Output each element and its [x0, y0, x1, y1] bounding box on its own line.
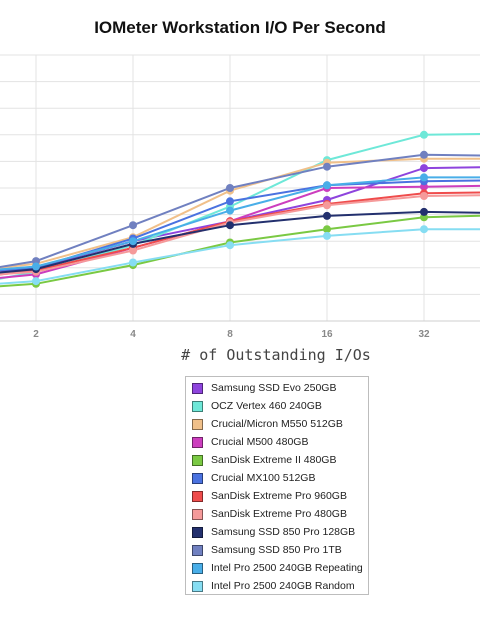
legend-label: OCZ Vertex 460 240GB: [211, 400, 322, 412]
data-point[interactable]: [420, 192, 428, 200]
legend-swatch: [192, 562, 203, 574]
legend-item[interactable]: Crucial M500 480GB: [192, 433, 368, 451]
legend-swatch: [192, 490, 203, 502]
data-point[interactable]: [226, 206, 234, 215]
legend-label: Samsung SSD 850 Pro 128GB: [211, 526, 356, 538]
legend-label: Intel Pro 2500 240GB Repeating: [211, 562, 363, 574]
data-point[interactable]: [323, 201, 331, 210]
x-tick-label: 32: [418, 329, 430, 340]
legend-swatch: [192, 580, 203, 592]
series-layer: [0, 130, 480, 288]
legend-label: SanDisk Extreme Pro 960GB: [211, 490, 347, 502]
legend-label: SanDisk Extreme II 480GB: [211, 454, 337, 466]
data-point[interactable]: [420, 173, 428, 182]
legend-item[interactable]: SanDisk Extreme II 480GB: [192, 451, 368, 469]
plot-area: 2 4 8 16 32: [0, 54, 480, 340]
data-point[interactable]: [129, 237, 137, 246]
data-point[interactable]: [420, 225, 428, 234]
legend-swatch: [192, 436, 203, 448]
legend-swatch: [192, 526, 203, 538]
data-point[interactable]: [226, 197, 234, 206]
series-11: [0, 225, 480, 286]
data-point[interactable]: [323, 231, 331, 240]
legend-swatch: [192, 382, 203, 394]
data-point[interactable]: [32, 262, 40, 271]
data-point[interactable]: [323, 225, 331, 234]
legend-label: Crucial/Micron M550 512GB: [211, 418, 343, 430]
legend-swatch: [192, 472, 203, 484]
series-9: [0, 150, 480, 269]
data-point[interactable]: [129, 221, 137, 230]
data-point[interactable]: [420, 164, 428, 173]
series-line: [0, 214, 480, 288]
legend-item[interactable]: Crucial MX100 512GB: [192, 469, 368, 487]
chart-title: IOMeter Workstation I/O Per Second: [94, 18, 386, 37]
data-point[interactable]: [129, 258, 137, 267]
legend-label: Crucial MX100 512GB: [211, 472, 316, 484]
legend-item[interactable]: Crucial/Micron M550 512GB: [192, 415, 368, 433]
legend-item[interactable]: OCZ Vertex 460 240GB: [192, 397, 368, 415]
legend-label: Samsung SSD Evo 250GB: [211, 382, 337, 394]
data-point[interactable]: [420, 150, 428, 159]
legend-item[interactable]: Intel Pro 2500 240GB Repeating: [192, 559, 368, 577]
legend-swatch: [192, 418, 203, 430]
data-point[interactable]: [420, 207, 428, 216]
legend-item[interactable]: Samsung SSD Evo 250GB: [192, 379, 368, 397]
legend-label: Intel Pro 2500 240GB Random: [211, 580, 355, 592]
data-point[interactable]: [323, 162, 331, 171]
data-point[interactable]: [420, 130, 428, 139]
legend-item[interactable]: SanDisk Extreme Pro 960GB: [192, 487, 368, 505]
legend-item[interactable]: Samsung SSD 850 Pro 128GB: [192, 523, 368, 541]
data-point[interactable]: [129, 246, 137, 255]
legend-swatch: [192, 544, 203, 556]
data-point[interactable]: [226, 241, 234, 250]
legend-label: SanDisk Extreme Pro 480GB: [211, 508, 347, 520]
x-tick-labels: 2 4 8 16 32: [33, 329, 430, 340]
series-10: [0, 173, 480, 271]
data-point[interactable]: [32, 277, 40, 286]
data-point[interactable]: [226, 184, 234, 192]
x-tick-label: 8: [227, 329, 233, 340]
legend: Samsung SSD Evo 250GB OCZ Vertex 460 240G…: [185, 376, 369, 595]
x-axis-label: # of Outstanding I/Os: [181, 346, 371, 364]
data-point[interactable]: [323, 181, 331, 190]
legend-item[interactable]: Samsung SSD 850 Pro 1TB: [192, 541, 368, 559]
legend-item[interactable]: Intel Pro 2500 240GB Random: [192, 577, 368, 595]
data-point[interactable]: [323, 211, 331, 220]
x-tick-label: 4: [130, 329, 136, 340]
legend-swatch: [192, 400, 203, 412]
x-tick-label: 2: [33, 329, 39, 340]
legend-item[interactable]: SanDisk Extreme Pro 480GB: [192, 505, 368, 523]
legend-swatch: [192, 454, 203, 466]
data-point[interactable]: [226, 221, 234, 230]
x-tick-label: 16: [321, 329, 333, 340]
legend-label: Crucial M500 480GB: [211, 436, 309, 448]
legend-label: Samsung SSD 850 Pro 1TB: [211, 544, 342, 556]
series-1: [0, 130, 480, 280]
legend-swatch: [192, 508, 203, 520]
